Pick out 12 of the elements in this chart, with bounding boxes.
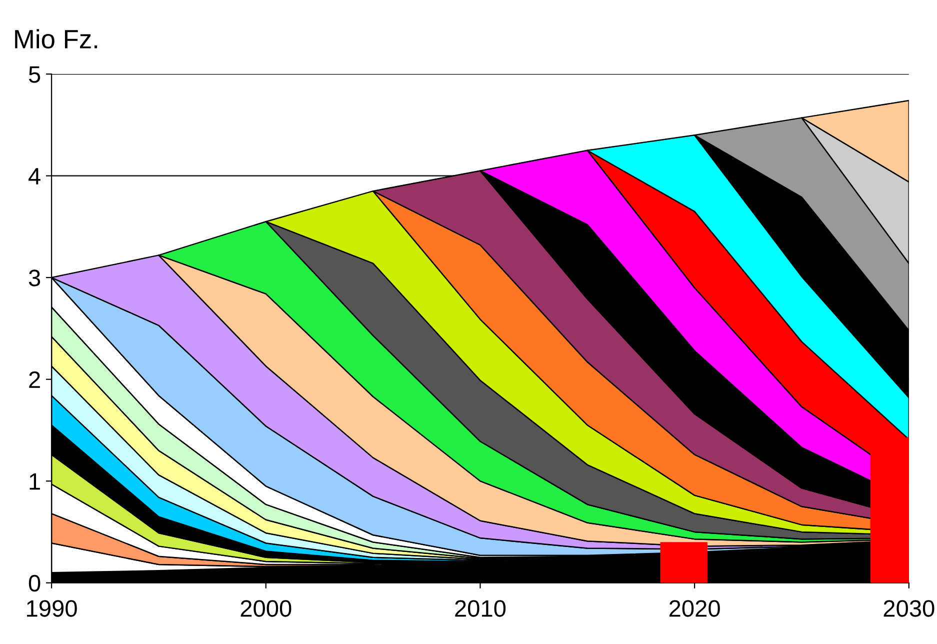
y-tick-label: 0 [28,574,40,592]
y-tick-label: 4 [28,168,40,184]
x-tick-label: 2030 [884,600,934,617]
y-tick-label: 2 [29,371,40,388]
x-tick-label: 2020 [669,600,720,617]
y-tick-label: 5 [28,66,40,83]
y-axis-title: Mio Fz. [15,29,98,48]
y-tick-label: 1 [30,473,40,490]
x-tick-label: 1990 [27,600,77,617]
x-tick-label: 2010 [455,600,506,617]
y-tick-label: 3 [28,270,40,286]
x-tick-label: 2000 [240,600,292,617]
